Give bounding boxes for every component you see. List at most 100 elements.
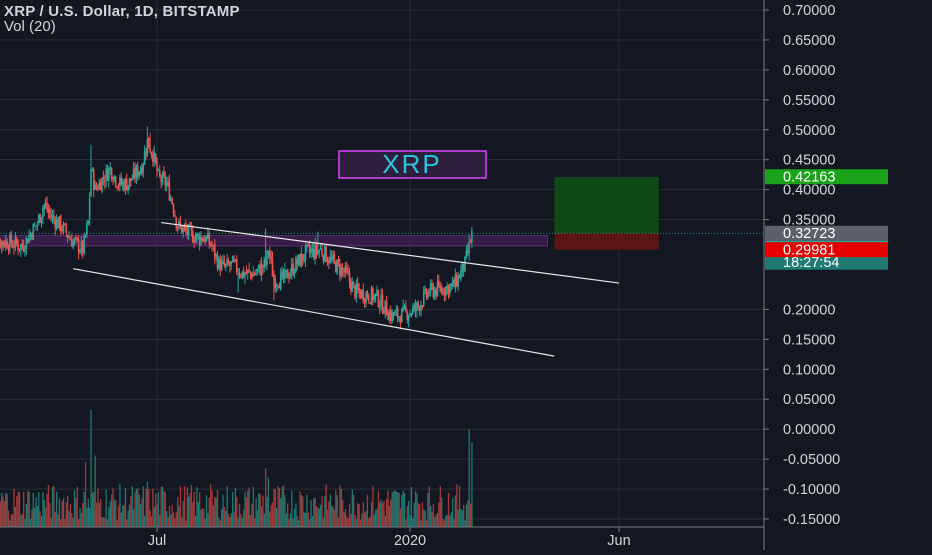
candle-body bbox=[231, 256, 234, 263]
candle-body bbox=[2, 241, 4, 245]
volume-bar bbox=[91, 492, 94, 527]
volume-bar bbox=[79, 508, 81, 527]
volume-bar bbox=[344, 509, 347, 527]
volume-bar bbox=[266, 496, 268, 527]
candle-body bbox=[171, 198, 173, 204]
candle-body bbox=[245, 272, 248, 274]
candle-body bbox=[273, 274, 275, 281]
candle-body bbox=[131, 179, 134, 181]
volume-bar bbox=[394, 490, 396, 527]
candle-body bbox=[370, 287, 373, 304]
volume-bar bbox=[273, 489, 275, 527]
volume-bar bbox=[256, 510, 259, 527]
candle-body bbox=[57, 218, 59, 229]
candle-body bbox=[75, 237, 77, 239]
candle-body bbox=[427, 291, 429, 298]
candle-body bbox=[190, 226, 193, 230]
y-tick-label: 0.50000 bbox=[783, 123, 835, 139]
volume-bar bbox=[82, 503, 84, 527]
volume-bar bbox=[255, 497, 257, 527]
countdown-price-label: 18:27:54 bbox=[783, 255, 839, 271]
candle-body bbox=[251, 273, 253, 279]
candle-body bbox=[53, 215, 55, 220]
annotation-box[interactable] bbox=[338, 150, 487, 179]
candle-body bbox=[244, 273, 246, 277]
candle-body bbox=[343, 271, 345, 273]
candle-body bbox=[319, 247, 322, 250]
candle-body bbox=[369, 302, 371, 304]
candle-body bbox=[168, 181, 171, 201]
candle-body bbox=[365, 292, 367, 304]
y-tick-label: 0.00000 bbox=[783, 422, 835, 438]
candle-body bbox=[213, 243, 216, 258]
volume-bar bbox=[361, 513, 363, 527]
candle-body bbox=[187, 225, 190, 236]
volume-bar bbox=[270, 505, 272, 527]
candle-body bbox=[333, 254, 336, 261]
candle-body bbox=[229, 264, 231, 266]
volume-bar bbox=[362, 502, 364, 527]
candle-body bbox=[79, 251, 81, 253]
candle-body bbox=[334, 261, 337, 273]
candle-body bbox=[112, 180, 114, 182]
volume-bar bbox=[16, 496, 18, 527]
volume-bar bbox=[21, 513, 23, 527]
trendline[interactable] bbox=[161, 221, 620, 284]
volume-bar bbox=[405, 519, 407, 527]
candle-body bbox=[91, 169, 94, 171]
y-tick-label: 0.05000 bbox=[783, 392, 835, 408]
volume-bar bbox=[42, 492, 44, 527]
volume-bar bbox=[392, 491, 395, 527]
volume-bar bbox=[112, 488, 114, 527]
volume-bar bbox=[236, 496, 238, 527]
volume-bar bbox=[160, 486, 162, 527]
volume-bar bbox=[233, 512, 235, 527]
candle-body bbox=[43, 204, 46, 210]
candle-body bbox=[409, 312, 411, 316]
volume-bar bbox=[439, 486, 441, 527]
candle-body bbox=[20, 244, 22, 250]
candle-body bbox=[109, 167, 112, 170]
volume-bar bbox=[314, 497, 316, 527]
volume-bar bbox=[410, 486, 413, 527]
candle-body bbox=[471, 231, 473, 243]
volume-bar bbox=[57, 514, 59, 527]
candle-body bbox=[51, 215, 54, 218]
volume-bar bbox=[163, 491, 165, 527]
candle-body bbox=[428, 292, 431, 295]
candle-body bbox=[366, 291, 369, 298]
volume-bar bbox=[442, 518, 444, 527]
volume-bar bbox=[61, 500, 63, 527]
volume-bar bbox=[5, 492, 7, 527]
candle-body bbox=[341, 268, 344, 270]
candle-body bbox=[32, 224, 35, 240]
volume-bar bbox=[25, 503, 28, 527]
candle-body bbox=[42, 209, 44, 218]
volume-bar bbox=[285, 513, 287, 527]
volume-bar bbox=[130, 495, 132, 527]
volume-bar bbox=[58, 498, 61, 527]
volume-bar bbox=[353, 494, 355, 527]
candle-body bbox=[321, 249, 323, 255]
candle-body bbox=[84, 234, 87, 236]
candle-body bbox=[447, 285, 450, 295]
volume-bar bbox=[156, 504, 158, 527]
volume-bar bbox=[468, 429, 470, 527]
volume-bar bbox=[179, 486, 182, 527]
x-tick-label: Jun bbox=[607, 533, 630, 549]
volume-bar bbox=[296, 515, 298, 527]
candle-body bbox=[252, 273, 255, 277]
trendline[interactable] bbox=[73, 268, 555, 357]
candle-body bbox=[315, 244, 318, 253]
candle-body bbox=[69, 238, 72, 241]
candle-body bbox=[124, 178, 127, 190]
candle-body bbox=[83, 235, 85, 253]
volume-bar bbox=[116, 519, 118, 527]
volume-bar bbox=[402, 490, 404, 527]
volume-bar bbox=[243, 509, 245, 527]
volume-bar bbox=[386, 498, 388, 527]
volume-bar bbox=[93, 491, 95, 527]
volume-bar bbox=[412, 518, 414, 527]
volume-bar bbox=[432, 504, 435, 527]
candle-body bbox=[308, 246, 311, 253]
